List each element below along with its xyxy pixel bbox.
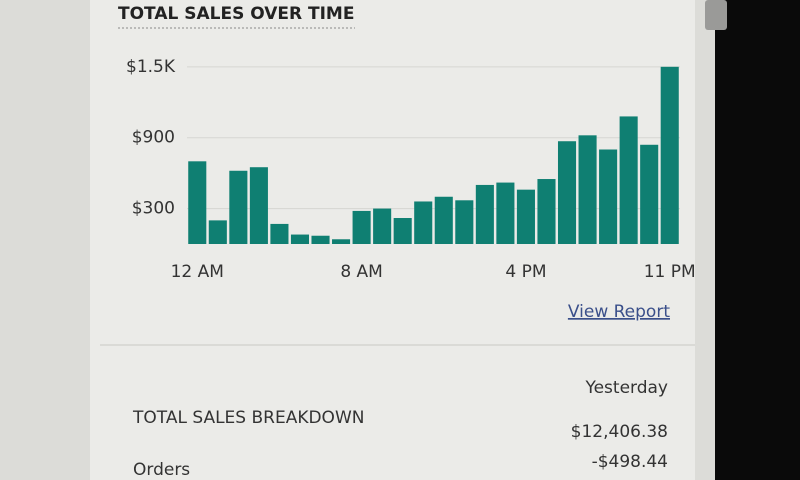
bar: [311, 235, 330, 244]
bar: [249, 167, 268, 244]
bar: [619, 116, 638, 244]
bar: [475, 184, 494, 244]
bar: [208, 220, 227, 244]
bar: [229, 170, 248, 244]
bar: [393, 218, 412, 244]
bar: [516, 189, 535, 244]
bar: [578, 135, 597, 244]
chart-title: TOTAL SALES OVER TIME: [118, 4, 354, 24]
x-tick-label: 12 AM: [171, 262, 224, 282]
bar: [414, 201, 433, 244]
period-label: Yesterday: [584, 378, 668, 398]
y-tick-label: $1.5K: [126, 57, 176, 77]
bar: [352, 210, 371, 244]
y-tick-label: $900: [132, 128, 175, 148]
bar: [455, 200, 474, 244]
bar: [434, 196, 453, 244]
bar: [290, 234, 310, 244]
bar: [188, 161, 207, 244]
breakdown-title: TOTAL SALES BREAKDOWN: [132, 408, 364, 428]
bar: [537, 179, 556, 244]
x-tick-label: 4 PM: [505, 262, 546, 282]
row-label: Orders: [133, 460, 190, 480]
bar: [373, 208, 392, 244]
bar: [557, 141, 577, 244]
view-report-link[interactable]: View Report: [568, 302, 670, 322]
x-tick-label: 8 AM: [340, 262, 383, 282]
bar: [332, 239, 351, 244]
scrollbar-thumb[interactable]: [705, 0, 727, 30]
bar: [270, 223, 289, 244]
bar: [496, 182, 515, 244]
row-value: -$498.44: [592, 452, 668, 472]
bar: [599, 149, 618, 244]
bar: [640, 144, 659, 244]
y-tick-label: $300: [132, 199, 175, 219]
total-value: $12,406.38: [571, 422, 668, 442]
bar: [660, 66, 679, 244]
x-tick-label: 11 PM: [644, 262, 696, 282]
